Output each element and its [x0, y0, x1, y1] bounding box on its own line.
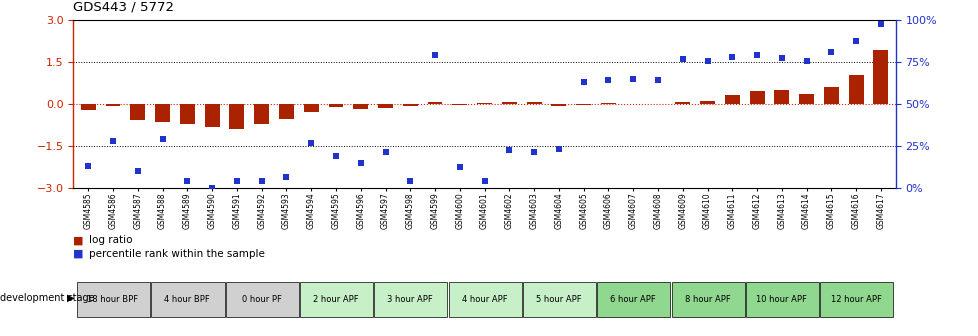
- Bar: [522, 283, 596, 317]
- Bar: [597, 283, 670, 317]
- Text: development stage: development stage: [0, 293, 95, 303]
- Point: [600, 78, 616, 83]
- Bar: [226, 283, 298, 317]
- Bar: [872, 50, 887, 104]
- Text: 4 hour BPF: 4 hour BPF: [164, 295, 210, 304]
- Point: [402, 178, 418, 184]
- Text: GDS443 / 5772: GDS443 / 5772: [73, 0, 174, 13]
- Point: [501, 148, 516, 153]
- Bar: [749, 91, 764, 104]
- Point: [798, 58, 814, 64]
- Bar: [254, 104, 269, 124]
- Bar: [152, 283, 224, 317]
- Point: [328, 153, 343, 159]
- Bar: [303, 104, 318, 112]
- Point: [674, 57, 689, 62]
- Text: 0 hour PF: 0 hour PF: [242, 295, 282, 304]
- Text: ■: ■: [73, 249, 84, 259]
- Bar: [675, 102, 689, 104]
- Point: [279, 174, 294, 180]
- Point: [649, 78, 665, 83]
- Bar: [81, 104, 96, 110]
- Point: [105, 138, 120, 143]
- Point: [822, 50, 838, 55]
- Bar: [155, 104, 170, 122]
- Bar: [229, 104, 244, 129]
- Point: [699, 58, 715, 64]
- Point: [452, 165, 467, 170]
- Point: [155, 136, 170, 142]
- Bar: [130, 104, 145, 120]
- Point: [204, 185, 220, 191]
- Text: 5 hour APF: 5 hour APF: [536, 295, 581, 304]
- Point: [774, 55, 789, 61]
- Bar: [699, 100, 714, 104]
- Bar: [745, 283, 819, 317]
- Point: [130, 169, 146, 174]
- Bar: [724, 95, 739, 104]
- Text: 6 hour APF: 6 hour APF: [609, 295, 655, 304]
- Bar: [353, 104, 368, 109]
- Bar: [820, 283, 892, 317]
- Text: ▶: ▶: [67, 293, 74, 303]
- Point: [748, 52, 764, 58]
- Point: [352, 160, 368, 166]
- Point: [575, 79, 591, 84]
- Bar: [204, 104, 219, 127]
- Bar: [476, 103, 492, 104]
- Text: log ratio: log ratio: [89, 235, 132, 245]
- Bar: [625, 103, 640, 104]
- Bar: [427, 102, 442, 104]
- Point: [378, 149, 393, 155]
- Bar: [551, 104, 565, 106]
- Point: [724, 54, 739, 59]
- Point: [476, 178, 492, 184]
- Bar: [180, 104, 195, 124]
- Bar: [279, 104, 293, 119]
- Bar: [448, 283, 521, 317]
- Bar: [106, 104, 120, 106]
- Bar: [77, 283, 150, 317]
- Point: [551, 146, 566, 152]
- Point: [229, 178, 244, 184]
- Bar: [452, 104, 467, 105]
- Point: [872, 22, 888, 27]
- Bar: [403, 104, 418, 106]
- Point: [303, 141, 319, 146]
- Bar: [823, 87, 838, 104]
- Bar: [576, 104, 591, 105]
- Point: [848, 39, 864, 44]
- Bar: [671, 283, 744, 317]
- Point: [179, 178, 195, 184]
- Bar: [848, 75, 863, 104]
- Bar: [378, 104, 392, 108]
- Point: [526, 149, 542, 155]
- Text: 3 hour APF: 3 hour APF: [387, 295, 432, 304]
- Point: [253, 178, 269, 184]
- Point: [426, 52, 442, 58]
- Point: [80, 163, 96, 168]
- Bar: [774, 90, 788, 104]
- Text: 2 hour APF: 2 hour APF: [313, 295, 358, 304]
- Text: percentile rank within the sample: percentile rank within the sample: [89, 249, 265, 259]
- Point: [625, 76, 641, 82]
- Text: 4 hour APF: 4 hour APF: [462, 295, 507, 304]
- Bar: [374, 283, 447, 317]
- Text: 18 hour BPF: 18 hour BPF: [87, 295, 139, 304]
- Bar: [329, 104, 343, 107]
- Bar: [650, 103, 665, 104]
- Bar: [600, 103, 615, 104]
- Text: 8 hour APF: 8 hour APF: [684, 295, 730, 304]
- Text: ■: ■: [73, 235, 84, 245]
- Bar: [798, 93, 814, 104]
- Bar: [526, 102, 541, 104]
- Text: 12 hour APF: 12 hour APF: [830, 295, 881, 304]
- Text: 10 hour APF: 10 hour APF: [756, 295, 807, 304]
- Bar: [300, 283, 373, 317]
- Bar: [502, 102, 516, 104]
